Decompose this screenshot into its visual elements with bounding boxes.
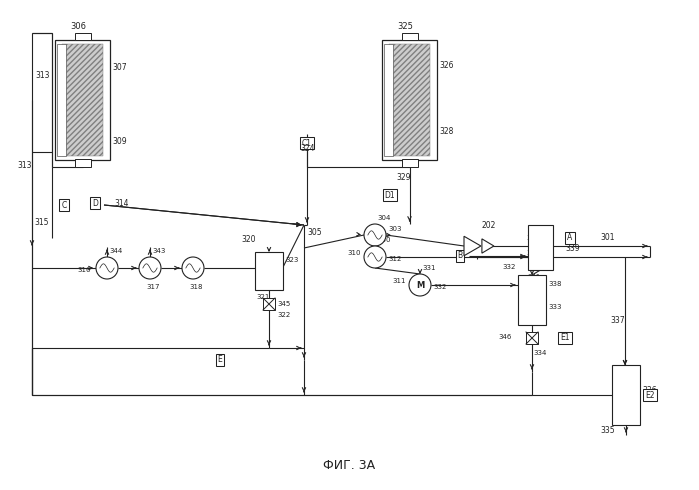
Text: 345: 345 xyxy=(277,301,290,307)
Text: 338: 338 xyxy=(526,235,540,241)
Text: 328: 328 xyxy=(439,127,454,136)
Polygon shape xyxy=(482,239,494,253)
Text: 333: 333 xyxy=(548,304,561,310)
Bar xyxy=(55,40,110,160)
Bar xyxy=(528,225,553,270)
Text: 332: 332 xyxy=(433,284,447,290)
Text: 307: 307 xyxy=(112,63,127,73)
Bar xyxy=(263,298,275,310)
Text: 321: 321 xyxy=(256,294,269,300)
Text: 344: 344 xyxy=(109,248,122,254)
Text: 335: 335 xyxy=(600,426,614,435)
Text: 343: 343 xyxy=(152,248,166,254)
Text: ФИГ. 3А: ФИГ. 3А xyxy=(323,459,375,471)
Bar xyxy=(255,252,283,290)
Text: D1: D1 xyxy=(384,191,396,199)
Text: 330: 330 xyxy=(377,237,391,243)
Text: C: C xyxy=(62,200,66,210)
Bar xyxy=(384,44,393,156)
Text: E1: E1 xyxy=(561,334,570,343)
Bar xyxy=(75,159,90,167)
Text: 322: 322 xyxy=(277,312,290,318)
Text: 336: 336 xyxy=(642,386,656,395)
Bar xyxy=(62,44,103,156)
Text: B: B xyxy=(457,251,463,261)
Bar xyxy=(57,44,66,156)
Bar xyxy=(401,33,417,40)
Text: 332: 332 xyxy=(502,264,515,270)
Polygon shape xyxy=(464,236,481,256)
Text: 329: 329 xyxy=(396,173,410,182)
Bar xyxy=(75,33,90,40)
Text: 202: 202 xyxy=(482,221,496,230)
Bar xyxy=(382,40,437,160)
Text: 303: 303 xyxy=(388,226,401,232)
Text: 304: 304 xyxy=(377,215,390,221)
Text: C1: C1 xyxy=(302,139,312,147)
Text: 312: 312 xyxy=(388,256,401,262)
Text: 317: 317 xyxy=(146,284,159,290)
Text: 313: 313 xyxy=(17,161,31,170)
Text: 311: 311 xyxy=(393,278,406,284)
Text: 339: 339 xyxy=(565,244,579,253)
Text: E: E xyxy=(217,356,222,365)
Text: 314: 314 xyxy=(114,199,129,208)
Text: 323: 323 xyxy=(285,257,298,263)
Text: A: A xyxy=(568,234,572,243)
Circle shape xyxy=(409,274,431,296)
Circle shape xyxy=(364,246,386,268)
Bar xyxy=(518,275,546,325)
Text: 315: 315 xyxy=(34,218,48,227)
Text: 324: 324 xyxy=(300,144,315,153)
Text: 316: 316 xyxy=(78,267,91,273)
Text: E2: E2 xyxy=(645,391,655,399)
Circle shape xyxy=(96,257,118,279)
Text: 338: 338 xyxy=(548,281,561,288)
Text: 326: 326 xyxy=(439,61,454,70)
Text: 325: 325 xyxy=(398,22,413,31)
Text: D: D xyxy=(92,198,98,207)
Text: 306: 306 xyxy=(71,22,87,31)
Text: 331: 331 xyxy=(422,265,435,271)
Text: 313: 313 xyxy=(35,71,50,80)
Text: 309: 309 xyxy=(112,137,127,146)
Circle shape xyxy=(139,257,161,279)
Text: 334: 334 xyxy=(533,350,547,356)
Text: 310: 310 xyxy=(347,250,361,256)
Text: M: M xyxy=(416,280,424,290)
Bar xyxy=(526,332,538,344)
Text: 333: 333 xyxy=(526,250,540,256)
Text: 301: 301 xyxy=(600,233,614,242)
Text: 337: 337 xyxy=(610,316,625,325)
Text: 320: 320 xyxy=(241,235,256,244)
Bar xyxy=(401,159,417,167)
Circle shape xyxy=(182,257,204,279)
Circle shape xyxy=(364,224,386,246)
Text: 305: 305 xyxy=(307,228,322,237)
Text: 318: 318 xyxy=(189,284,203,290)
Bar xyxy=(389,44,430,156)
Bar xyxy=(612,365,640,425)
Text: 341: 341 xyxy=(527,274,540,280)
Text: 346: 346 xyxy=(498,334,512,340)
